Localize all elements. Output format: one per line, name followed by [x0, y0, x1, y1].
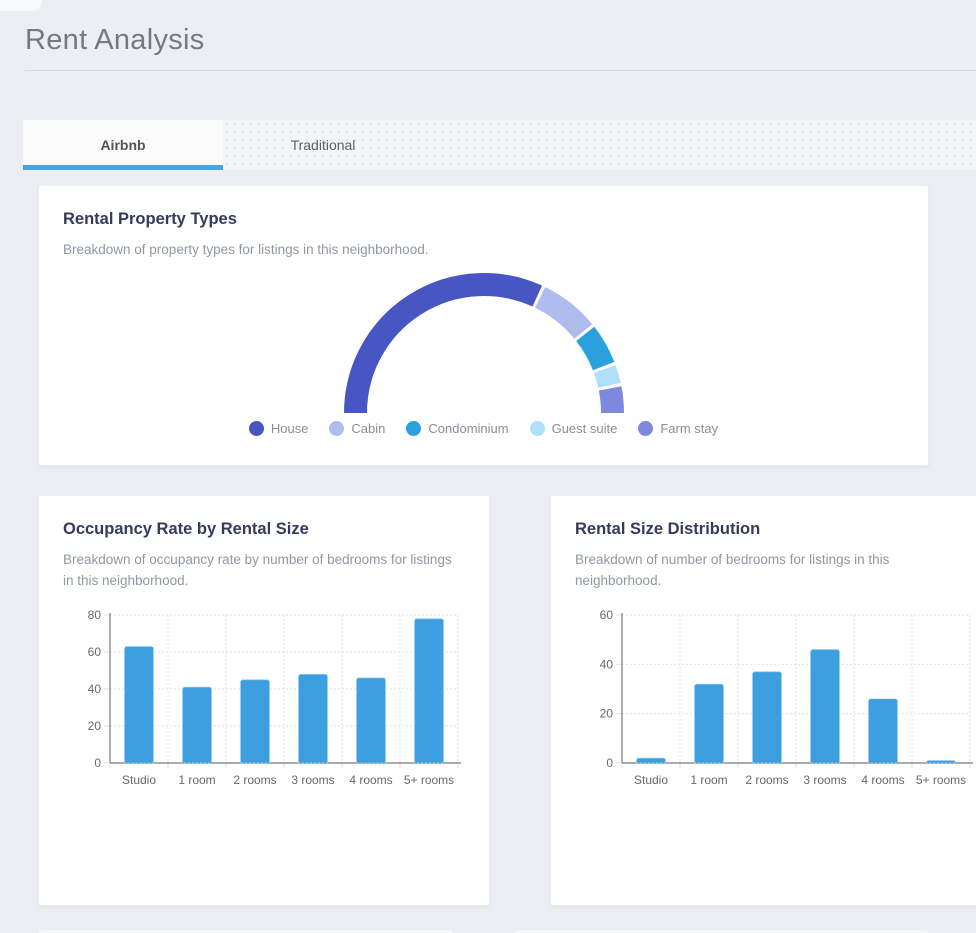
guest-suite-legend-label: Guest suite	[551, 420, 618, 436]
tab-traditional[interactable]: Traditional	[223, 120, 423, 170]
x-category-label: 3 rooms	[291, 773, 334, 787]
donut-segment-house[interactable]	[343, 272, 542, 414]
farm-stay-legend-dot	[638, 420, 654, 436]
x-category-label: 2 rooms	[745, 773, 788, 787]
y-tick-label: 0	[606, 756, 613, 770]
bar-2-rooms[interactable]	[752, 671, 782, 764]
card-size-distribution: Rental Size Distribution Breakdown of nu…	[550, 495, 976, 906]
tab-bar: Airbnb Traditional	[23, 120, 976, 170]
donut-segment-cabin[interactable]	[534, 286, 592, 339]
x-category-label: 2 rooms	[233, 773, 276, 787]
y-tick-label: 20	[88, 719, 102, 733]
legend-item-cabin[interactable]: Cabin	[329, 420, 386, 436]
bar-1-room[interactable]	[694, 683, 724, 764]
y-tick-label: 60	[600, 608, 614, 622]
legend-item-farm-stay[interactable]: Farm stay	[638, 420, 719, 436]
donut-segment-condominium[interactable]	[575, 326, 614, 371]
y-tick-label: 60	[88, 645, 102, 659]
bar-5--rooms[interactable]	[414, 618, 444, 764]
house-legend-label: House	[270, 420, 309, 436]
half-donut-chart	[343, 272, 624, 414]
x-category-label: 5+ rooms	[916, 773, 966, 787]
chart-legend: House Cabin Condominium Guest suite Farm…	[63, 420, 904, 436]
legend-item-guest-suite[interactable]: Guest suite	[529, 420, 618, 436]
bar-1-room[interactable]	[182, 686, 212, 764]
tab-airbnb-label: Airbnb	[100, 137, 146, 153]
y-tick-label: 0	[94, 756, 101, 770]
bar-5--rooms[interactable]	[925, 759, 957, 764]
tab-traditional-label: Traditional	[290, 137, 356, 153]
card-rental-property-types: Rental Property Types Breakdown of prope…	[38, 185, 929, 466]
donut-segment-farm-stay[interactable]	[598, 386, 624, 414]
header-divider	[25, 70, 976, 71]
y-tick-label: 40	[88, 682, 102, 696]
card-title: Rental Property Types	[63, 210, 237, 228]
card-subtitle: Breakdown of property types for listings…	[63, 242, 429, 257]
active-tab-indicator	[23, 165, 223, 170]
y-tick-label: 20	[600, 707, 614, 721]
card-title: Rental Size Distribution	[575, 520, 761, 538]
guest-suite-legend-dot	[529, 420, 545, 436]
bar-3-rooms[interactable]	[810, 648, 840, 764]
bar-4-rooms[interactable]	[868, 698, 898, 764]
card-subtitle: Breakdown of occupancy rate by number of…	[63, 552, 452, 588]
y-tick-label: 40	[600, 657, 614, 671]
page-header: Rent Analysis	[0, 0, 976, 57]
farm-stay-legend-label: Farm stay	[660, 420, 719, 436]
x-category-label: 4 rooms	[861, 773, 904, 787]
condominium-legend-dot	[406, 420, 422, 436]
x-category-label: 3 rooms	[803, 773, 846, 787]
page-title: Rent Analysis	[25, 24, 205, 56]
bar-studio[interactable]	[124, 645, 154, 764]
cabin-legend-dot	[329, 420, 345, 436]
bar-4-rooms[interactable]	[356, 677, 386, 764]
bar-2-rooms[interactable]	[240, 679, 270, 764]
next-card-peek	[513, 929, 929, 933]
legend-item-house[interactable]: House	[248, 420, 309, 436]
x-category-label: Studio	[122, 773, 156, 787]
y-tick-label: 80	[88, 608, 102, 622]
charts-row: Occupancy Rate by Rental Size Breakdown …	[38, 495, 976, 906]
bar-studio[interactable]	[636, 757, 666, 764]
distribution-bar-chart: 0 20 40 60 Studio 1 room 2 rooms 3 rooms 4 rooms…	[600, 608, 973, 787]
next-card-peek	[38, 929, 453, 933]
card-subtitle: Breakdown of number of bedrooms for list…	[575, 552, 890, 588]
x-category-label: 1 room	[690, 773, 727, 787]
occupancy-bar-chart: 0 20 40 60 80 Studio 1 room 2 rooms 3 rooms 4 roo…	[88, 608, 461, 787]
x-category-label: 5+ rooms	[404, 773, 454, 787]
bar-3-rooms[interactable]	[298, 673, 328, 764]
x-category-label: Studio	[634, 773, 668, 787]
house-legend-dot	[248, 420, 264, 436]
x-category-label: 4 rooms	[349, 773, 392, 787]
card-occupancy-rate: Occupancy Rate by Rental Size Breakdown …	[38, 495, 490, 906]
page-corner-decoration	[0, 0, 42, 11]
tab-airbnb[interactable]: Airbnb	[23, 120, 223, 170]
condominium-legend-label: Condominium	[428, 420, 509, 436]
cabin-legend-label: Cabin	[351, 420, 386, 436]
legend-item-condominium[interactable]: Condominium	[406, 420, 509, 436]
x-category-label: 1 room	[178, 773, 215, 787]
card-title: Occupancy Rate by Rental Size	[63, 520, 309, 538]
donut-segment-guest-suite[interactable]	[593, 365, 621, 388]
